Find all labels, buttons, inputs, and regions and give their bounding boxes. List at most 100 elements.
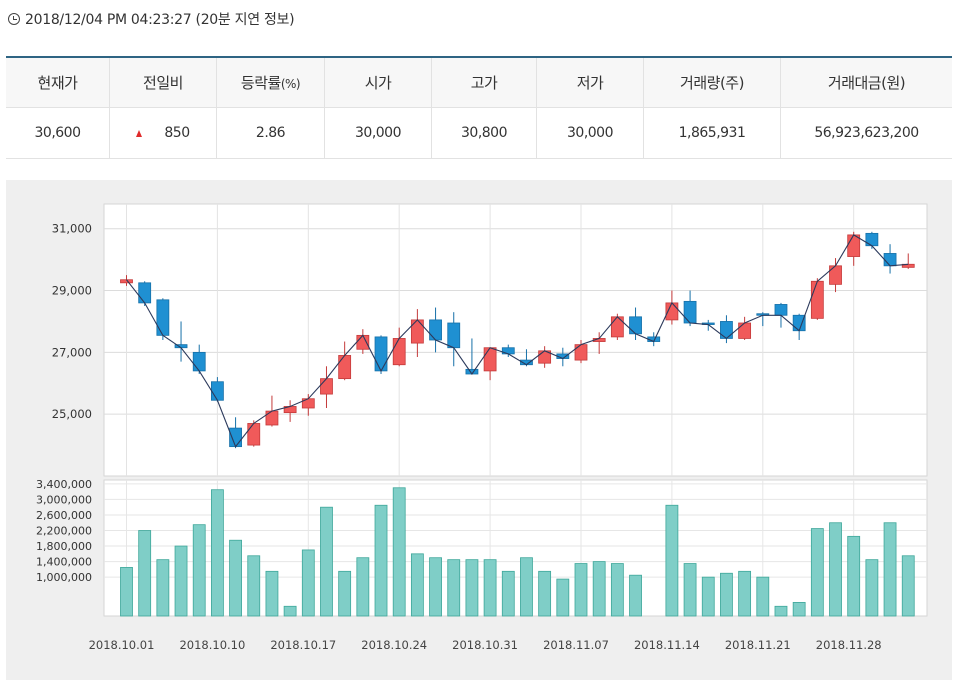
- candle-body: [865, 232, 879, 247]
- up-triangle-icon: [136, 129, 143, 137]
- volume-bar: [447, 559, 461, 617]
- volume-tick-label: 2,200,000: [36, 525, 92, 538]
- volume-bar: [210, 489, 224, 617]
- volume-tick-label: 3,400,000: [36, 478, 92, 491]
- candle-body: [374, 336, 388, 372]
- volume-bar: [156, 559, 170, 617]
- candle-body: [738, 322, 752, 339]
- stock-chart: 31,000 29,000 27,000 25,000 3,400,000 3,000,0…: [36, 203, 928, 652]
- close-price-line: [126, 234, 909, 448]
- clock-icon: [8, 13, 20, 25]
- value-change: 850: [109, 107, 217, 159]
- candle-body: [883, 253, 897, 267]
- volume-bar: [792, 601, 806, 617]
- timestamp-text: 2018/12/04 PM 04:23:27 (20분 지연 정보): [25, 12, 295, 28]
- candle-body: [683, 300, 697, 324]
- volume-tick-label: 1,000,000: [36, 571, 92, 584]
- value-low: 30,000: [536, 107, 644, 159]
- price-tick-label: 25,000: [52, 407, 92, 421]
- volume-bar: [429, 557, 442, 617]
- volume-bar: [192, 524, 206, 617]
- candle-body: [392, 338, 406, 366]
- timestamp: 2018/12/04 PM 04:23:27 (20분 지연 정보): [8, 9, 295, 29]
- volume-tick-label: 3,000,000: [36, 493, 92, 506]
- candle-body: [847, 234, 861, 257]
- volume-bar: [556, 578, 570, 617]
- volume-bar: [574, 563, 588, 617]
- volume-bar: [174, 545, 188, 617]
- candle-body: [156, 299, 170, 336]
- candle-body: [247, 423, 261, 446]
- volume-bar: [229, 539, 242, 617]
- volume-bar: [483, 559, 497, 617]
- quote-value-row: 30,600 850 2.86 30,000 30,800 30,000 1,8…: [6, 107, 952, 159]
- volume-bar: [338, 570, 352, 617]
- volume-bar: [829, 522, 842, 617]
- volume-tick-label: 1,800,000: [36, 540, 92, 553]
- candle-body: [192, 351, 206, 372]
- value-volume: 1,865,931: [643, 107, 781, 159]
- value-high: 30,800: [431, 107, 537, 159]
- volume-bar: [501, 570, 515, 617]
- volume-bar: [865, 559, 879, 617]
- candle-body: [574, 344, 588, 361]
- price-plot-area: [103, 203, 928, 477]
- candle-body: [138, 282, 152, 304]
- volume-bar: [356, 557, 370, 617]
- candle-body: [210, 381, 224, 401]
- x-tick-label: 2018.11.07: [543, 638, 609, 652]
- volume-bar: [883, 522, 897, 617]
- candle-body: [410, 319, 424, 344]
- candle-body: [810, 280, 824, 319]
- volume-bar: [392, 487, 406, 617]
- candle-body: [483, 347, 497, 372]
- volume-bar: [520, 557, 533, 617]
- candle-body: [265, 410, 279, 426]
- x-tick-label: 2018.10.01: [89, 638, 155, 652]
- volume-bar: [320, 506, 333, 617]
- header-open: 시가: [324, 57, 432, 108]
- price-tick-label: 29,000: [52, 284, 92, 298]
- header-rate-unit: (%): [280, 77, 301, 91]
- header-volume: 거래량(주): [643, 57, 781, 108]
- volume-bar: [465, 559, 479, 617]
- candle-body: [610, 316, 624, 338]
- value-amount: 56,923,623,200: [780, 107, 952, 159]
- volume-bar: [774, 605, 788, 617]
- candle-body: [792, 314, 806, 332]
- quote-header-row: 현재가 전일비 등락률(%) 시가 고가 저가 거래량(주) 거래대금(원): [6, 57, 952, 108]
- volume-bar: [810, 528, 824, 617]
- candle-body: [429, 319, 442, 341]
- volume-tick-label: 1,400,000: [36, 556, 92, 569]
- candle-body: [774, 304, 788, 316]
- candle-body: [356, 334, 370, 350]
- x-tick-label: 2018.10.17: [270, 638, 336, 652]
- candle-body: [320, 378, 333, 395]
- header-high: 고가: [431, 57, 537, 108]
- header-current: 현재가: [6, 57, 110, 108]
- x-tick-label: 2018.10.31: [452, 638, 518, 652]
- header-volume-label: 거래량: [680, 74, 720, 92]
- x-tick-label: 2018.11.28: [816, 638, 882, 652]
- header-rate: 등락률(%): [216, 57, 325, 108]
- x-tick-label: 2018.11.21: [725, 638, 791, 652]
- header-rate-label: 등락률: [240, 74, 281, 92]
- header-change: 전일비: [109, 57, 217, 108]
- volume-bar: [265, 570, 279, 617]
- volume-bar: [738, 570, 752, 617]
- volume-bar: [592, 561, 606, 617]
- volume-bar: [665, 504, 679, 617]
- x-tick-label: 2018.10.24: [361, 638, 427, 652]
- value-open: 30,000: [324, 107, 432, 159]
- volume-plot-area: [103, 479, 928, 617]
- candle-body: [338, 355, 352, 380]
- header-volume-unit: (주): [719, 74, 745, 92]
- volume-bar: [701, 576, 715, 617]
- value-rate: 2.86: [216, 107, 325, 159]
- volume-bar: [301, 549, 315, 617]
- header-amount-label: 거래대금: [827, 74, 882, 92]
- price-tick-label: 27,000: [52, 345, 92, 359]
- candle-body: [829, 265, 842, 285]
- volume-bar: [683, 563, 697, 617]
- volume-bar: [410, 553, 424, 617]
